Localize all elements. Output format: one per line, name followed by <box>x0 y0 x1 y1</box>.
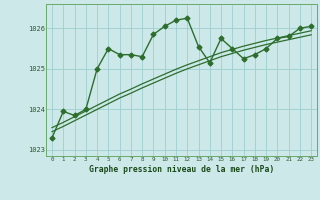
X-axis label: Graphe pression niveau de la mer (hPa): Graphe pression niveau de la mer (hPa) <box>89 165 274 174</box>
